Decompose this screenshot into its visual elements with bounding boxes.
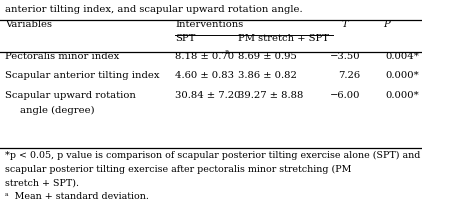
Text: T: T [341, 20, 348, 29]
Text: 0.000*: 0.000* [386, 90, 419, 99]
Text: 0.000*: 0.000* [386, 70, 419, 79]
Text: anterior tilting index, and scapular upward rotation angle.: anterior tilting index, and scapular upw… [5, 5, 303, 14]
Text: *p < 0.05, p value is comparison of scapular posterior tilting exercise alone (S: *p < 0.05, p value is comparison of scap… [5, 150, 420, 159]
Text: −3.50: −3.50 [330, 52, 360, 61]
Text: 8.69 ± 0.95: 8.69 ± 0.95 [238, 52, 297, 61]
Text: 4.60 ± 0.83: 4.60 ± 0.83 [175, 70, 234, 79]
Text: −6.00: −6.00 [330, 90, 360, 99]
Text: 30.84 ± 7.20: 30.84 ± 7.20 [175, 90, 240, 99]
Text: SPT: SPT [175, 34, 195, 43]
Text: scapular posterior tilting exercise after pectoralis minor stretching (PM: scapular posterior tilting exercise afte… [5, 164, 351, 173]
Text: 8.18 ± 0.70: 8.18 ± 0.70 [175, 52, 234, 61]
Text: stretch + SPT).: stretch + SPT). [5, 178, 79, 187]
Text: 3.86 ± 0.82: 3.86 ± 0.82 [238, 70, 297, 79]
Text: P: P [383, 20, 391, 29]
Text: angle (degree): angle (degree) [20, 105, 94, 114]
Text: Interventions: Interventions [175, 20, 243, 29]
Text: Scapular upward rotation: Scapular upward rotation [5, 90, 136, 99]
Text: ᵃ  Mean + standard deviation.: ᵃ Mean + standard deviation. [5, 191, 149, 201]
Text: a: a [225, 48, 229, 56]
Text: 7.26: 7.26 [338, 70, 360, 79]
Text: 39.27 ± 8.88: 39.27 ± 8.88 [238, 90, 303, 99]
Text: Pectoralis minor index: Pectoralis minor index [5, 52, 119, 61]
Text: Scapular anterior tilting index: Scapular anterior tilting index [5, 70, 160, 79]
Text: Variables: Variables [5, 20, 52, 29]
Text: PM stretch + SPT: PM stretch + SPT [238, 34, 329, 43]
Text: 0.004*: 0.004* [385, 52, 419, 61]
